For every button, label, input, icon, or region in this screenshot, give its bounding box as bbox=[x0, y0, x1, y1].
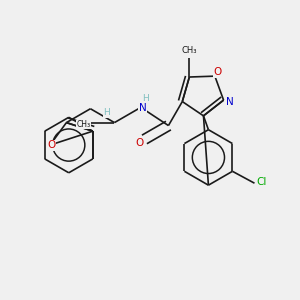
Text: H: H bbox=[142, 94, 149, 103]
Text: O: O bbox=[47, 140, 55, 150]
Text: Cl: Cl bbox=[256, 177, 267, 187]
Text: N: N bbox=[139, 103, 146, 113]
Text: O: O bbox=[135, 138, 144, 148]
Text: H: H bbox=[103, 108, 110, 117]
Text: CH₃: CH₃ bbox=[182, 46, 197, 55]
Text: N: N bbox=[226, 97, 233, 107]
Text: O: O bbox=[214, 67, 222, 77]
Text: CH₃: CH₃ bbox=[77, 120, 91, 129]
